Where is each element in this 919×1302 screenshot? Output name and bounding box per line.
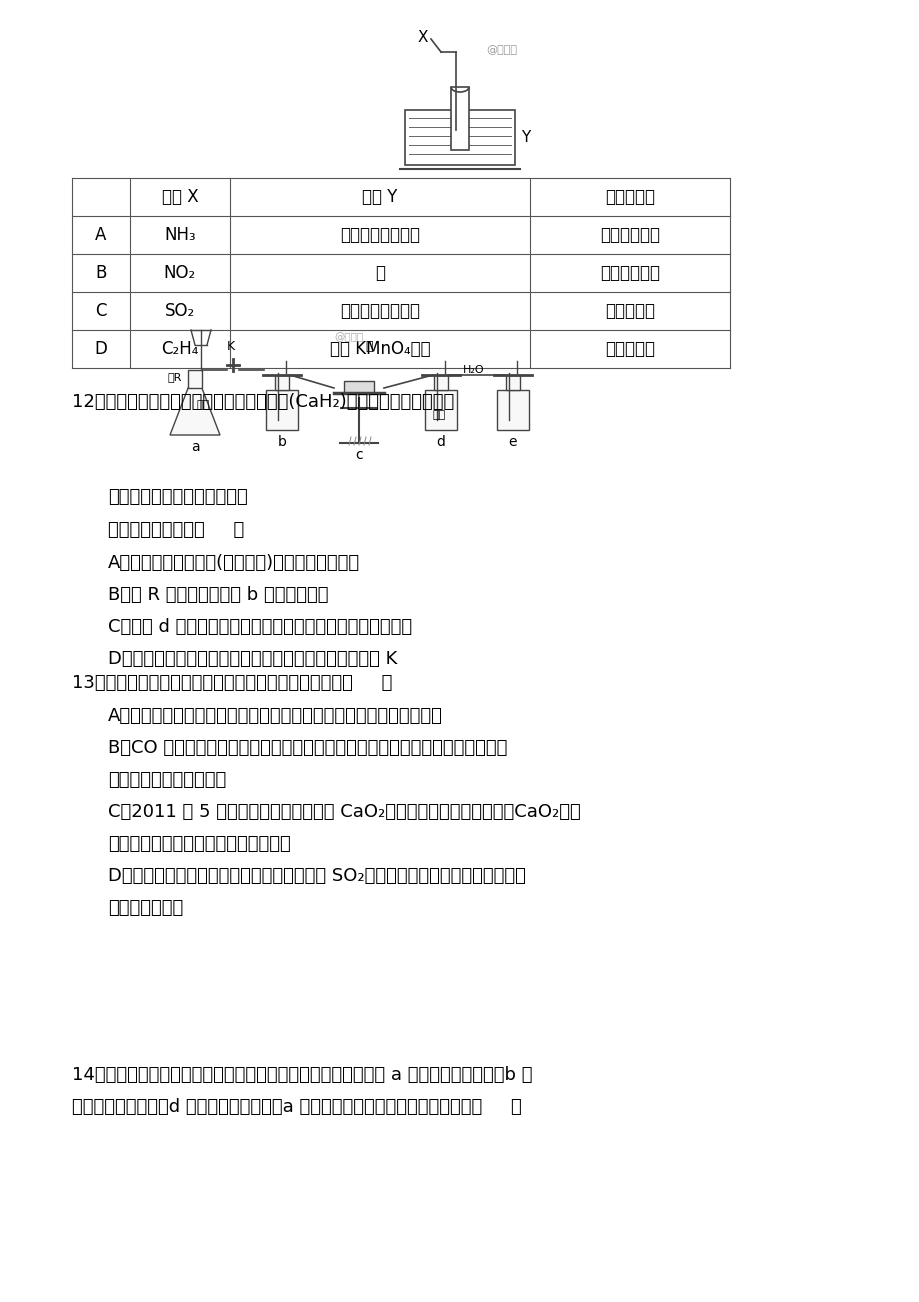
Bar [275, 375, 289, 391]
Bar [404, 109, 515, 165]
Bar [187, 370, 202, 388]
Text: 观察到红棕色气体，d 中收集到无色气体，a 中残留黑色固体，下列叙述错误的是（     ）: 观察到红棕色气体，d 中收集到无色气体，a 中残留黑色固体，下列叙述错误的是（ … [72, 1098, 521, 1116]
Text: B．酸 R 为浓盐酸，装置 b 中盛装浓硫酸: B．酸 R 为浓盐酸，装置 b 中盛装浓硫酸 [108, 586, 328, 604]
Text: Y: Y [520, 130, 529, 146]
Text: 滴有品红的水溶液: 滴有品红的水溶液 [340, 302, 420, 320]
Text: SO₂: SO₂ [165, 302, 195, 320]
Bar [434, 375, 448, 391]
Text: 钙: 钙 [365, 341, 372, 354]
Bar [496, 391, 528, 430]
Bar [344, 381, 374, 393]
Text: 已知：氯化钙遇水剧烈反应。: 已知：氯化钙遇水剧烈反应。 [108, 488, 247, 506]
Text: 酸R: 酸R [167, 372, 182, 381]
Text: B: B [96, 264, 107, 283]
Text: 气体 X: 气体 X [162, 187, 199, 206]
Polygon shape [170, 388, 220, 435]
Bar [425, 391, 457, 430]
Text: 试管内现象: 试管内现象 [605, 187, 654, 206]
Text: 锌粒: 锌粒 [196, 400, 210, 410]
Text: 水: 水 [375, 264, 384, 283]
Text: c: c [355, 448, 362, 462]
Text: e: e [508, 435, 516, 449]
Text: NH₃: NH₃ [164, 227, 196, 243]
Text: K: K [227, 341, 235, 354]
Text: A: A [96, 227, 107, 243]
Text: X: X [417, 30, 428, 44]
Text: 12．某学习小组设计实验制备氢气剂氯化钙(CaH₂)，实验装置如图所示。: 12．某学习小组设计实验制备氢气剂氯化钙(CaH₂)，实验装置如图所示。 [72, 393, 454, 411]
Text: A．工业生产玻璃、水泥以及用铁矿石冶炼铁，均需要用石灰石为原料: A．工业生产玻璃、水泥以及用铁矿石冶炼铁，均需要用石灰石为原料 [108, 707, 442, 725]
Text: D．固体煤经处理变为气体燃料后，可以减少 SO₂和烟尘的排放，且燃烧效率提高，: D．固体煤经处理变为气体燃料后，可以减少 SO₂和烟尘的排放，且燃烧效率提高， [108, 867, 526, 885]
Text: B．CO 会与血红蛋白结合，使人中毒；可将中毒病人放入高压氧舱中解毒，其解: B．CO 会与血红蛋白结合，使人中毒；可将中毒病人放入高压氧舱中解毒，其解 [108, 740, 506, 756]
Text: A．相同条件下，粗锌(含少量铜)比纯锌反应速率慢: A．相同条件下，粗锌(含少量铜)比纯锌反应速率慢 [108, 553, 359, 572]
Text: C．2011 年 5 月份起，面粉中禁止添加 CaO₂、过氧化苯甲酰等增白剂，CaO₂属于: C．2011 年 5 月份起，面粉中禁止添加 CaO₂、过氧化苯甲酰等增白剂，C… [108, 803, 580, 822]
Text: D: D [95, 340, 108, 358]
Text: 下列说法正确的是（     ）: 下列说法正确的是（ ） [108, 521, 244, 539]
Text: b: b [278, 435, 286, 449]
Text: 碱性氧化物，过氧化苯甲酰属于有机物: 碱性氧化物，过氧化苯甲酰属于有机物 [108, 835, 290, 853]
Text: 13．下列有关化学与生活、工业的叙述中，不正确的是（     ）: 13．下列有关化学与生活、工业的叙述中，不正确的是（ ） [72, 674, 391, 691]
Text: 毒原理符合平衡移动原理: 毒原理符合平衡移动原理 [108, 771, 226, 789]
Text: C: C [96, 302, 107, 320]
Text: 液体 Y: 液体 Y [362, 187, 397, 206]
Text: a: a [190, 440, 199, 454]
Text: @正确云: @正确云 [335, 332, 363, 342]
Text: 14．某化学兴趣小组用如图装置探究硝酸银受热分解的产物，在 a 处充分加热固体后，b 中: 14．某化学兴趣小组用如图装置探究硝酸银受热分解的产物，在 a 处充分加热固体后… [72, 1066, 532, 1085]
Text: d: d [437, 435, 445, 449]
Text: 无明显现象: 无明显现象 [605, 340, 654, 358]
Text: 充满红色溶液: 充满红色溶液 [599, 227, 659, 243]
Bar [450, 87, 469, 150]
Text: D．实验结束后先熄灭酒精灯，等装置冷却后再关闭活塞 K: D．实验结束后先熄灭酒精灯，等装置冷却后再关闭活塞 K [108, 650, 397, 668]
Text: C₂H₄: C₂H₄ [161, 340, 199, 358]
Text: C．装置 d 的作用是除去氢气中的杂质，得到干燥纯净的氢气: C．装置 d 的作用是除去氢气中的杂质，得到干燥纯净的氢气 [108, 618, 412, 635]
Text: 无明显现象: 无明显现象 [605, 302, 654, 320]
Text: H₂O: H₂O [462, 365, 484, 375]
Text: 硫酸: 硫酸 [432, 410, 445, 421]
Text: @正确云: @正确云 [485, 46, 516, 55]
Bar [505, 375, 519, 391]
Text: 滴有酚酞的水溶液: 滴有酚酞的水溶液 [340, 227, 420, 243]
Text: 酸性 KMnO₄溶液: 酸性 KMnO₄溶液 [329, 340, 430, 358]
Text: 充满无色溶液: 充满无色溶液 [599, 264, 659, 283]
Text: NO₂: NO₂ [164, 264, 196, 283]
Bar [266, 391, 298, 430]
Text: 有利于节能减排: 有利于节能减排 [108, 898, 183, 917]
